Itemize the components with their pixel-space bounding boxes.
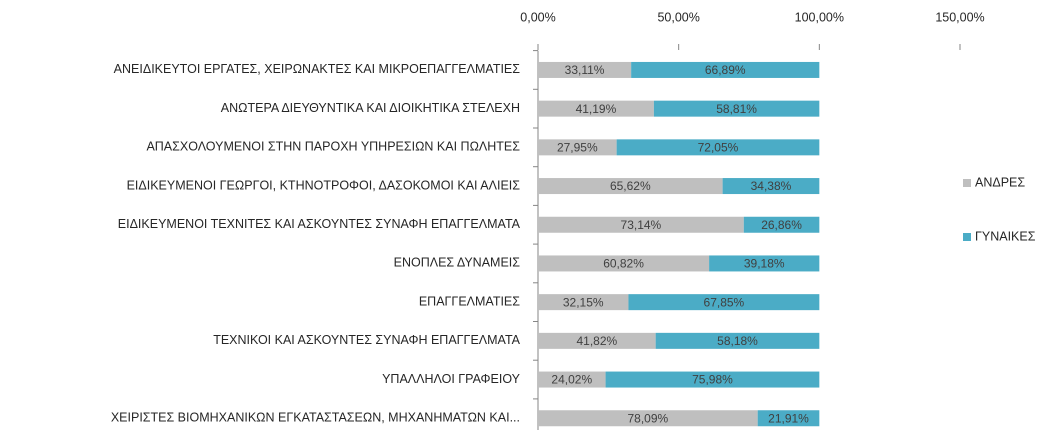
y-tick-label: ΑΝΩΤΕΡΑ ΔΙΕΥΘΥΝΤΙΚΑ ΚΑΙ ΔΙΟΙΚΗΤΙΚΑ ΣΤΕΛΕ…	[221, 101, 520, 115]
data-label: 33,11%	[565, 63, 605, 77]
bar-segment	[538, 61, 632, 78]
data-label: 24,02%	[551, 373, 592, 387]
legend-label: ΓΥΝΑΙΚΕΣ	[975, 229, 1036, 243]
data-label: 60,82%	[603, 257, 644, 271]
bar-segment	[538, 371, 606, 388]
data-label: 41,82%	[576, 334, 617, 348]
data-label: 34,38%	[751, 179, 792, 193]
y-tick-label: ΤΕΧΝΙΚΟΙ ΚΑΙ ΑΣΚΟΥΝΤΕΣ ΣΥΝΑΦΗ ΕΠΑΓΓΕΛΜΑΤ…	[213, 333, 520, 347]
bar-segment	[538, 216, 744, 233]
bar-segment	[538, 294, 629, 311]
legend-swatch	[963, 179, 971, 187]
data-label: 27,95%	[557, 141, 598, 155]
data-label: 21,91%	[768, 411, 809, 425]
x-tick-label: 100,00%	[795, 10, 844, 24]
x-tick-label: 0,00%	[520, 10, 555, 24]
bar-segment	[538, 255, 710, 272]
bar-segment	[538, 410, 758, 427]
data-label: 65,62%	[610, 179, 651, 193]
bar-segment	[709, 255, 820, 272]
y-tick-label: ΑΝΕΙΔΙΚΕΥΤΟΙ ΕΡΓΑΤΕΣ, ΧΕΙΡΩΝΑΚΤΕΣ ΚΑΙ ΜΙ…	[114, 62, 521, 76]
legend-label: ΑΝΔΡΕΣ	[975, 175, 1025, 189]
y-tick-label: ΧΕΙΡΙΣΤΕΣ ΒΙΟΜΗΧΑΝΙΚΩΝ ΕΓΚΑΤΑΣΤΑΣΕΩΝ, ΜΗ…	[111, 411, 520, 425]
data-label: 66,89%	[705, 63, 746, 77]
bar-segment	[743, 216, 820, 233]
data-label: 75,98%	[692, 373, 733, 387]
y-tick-label: ΑΠΑΣΧΟΛΟΥΜΕΝΟΙ ΣΤΗΝ ΠΑΡΟΧΗ ΥΠΗΡΕΣΙΩΝ ΚΑΙ…	[146, 140, 520, 154]
data-label: 41,19%	[576, 102, 617, 116]
bar-segment	[655, 332, 820, 349]
data-label: 73,14%	[621, 218, 662, 232]
y-tick-label: ΥΠΑΛΛΗΛΟΙ ΓΡΑΦΕΙΟΥ	[382, 372, 521, 386]
data-label: 32,15%	[563, 295, 604, 309]
bar-segment	[605, 371, 820, 388]
bar-segment	[538, 332, 656, 349]
bar-segment	[628, 294, 820, 311]
x-tick-label: 150,00%	[935, 10, 984, 24]
data-label: 78,09%	[627, 411, 668, 425]
bar-segment	[653, 100, 820, 117]
data-label: 58,18%	[717, 334, 758, 348]
bar-segment	[538, 100, 654, 117]
y-tick-label: ΕΝΟΠΛΕΣ ΔΥΝΑΜΕΙΣ	[394, 256, 521, 270]
data-label: 72,05%	[698, 141, 739, 155]
data-label: 26,86%	[761, 218, 802, 232]
x-tick-label: 50,00%	[657, 10, 699, 24]
y-tick-label: ΕΙΔΙΚΕΥΜΕΝΟΙ ΤΕΧΝΙΤΕΣ ΚΑΙ ΑΣΚΟΥΝΤΕΣ ΣΥΝΑ…	[118, 217, 521, 231]
data-label: 67,85%	[704, 295, 745, 309]
bar-segment	[722, 178, 820, 195]
bar-segment	[616, 139, 820, 156]
bar-segment	[757, 410, 820, 427]
data-label: 58,81%	[716, 102, 757, 116]
bar-segment	[538, 139, 617, 156]
y-tick-label: ΕΙΔΙΚΕΥΜΕΝΟΙ ΓΕΩΡΓΟΙ, ΚΤΗΝΟΤΡΟΦΟΙ, ΔΑΣΟΚ…	[127, 178, 521, 192]
data-label: 39,18%	[744, 257, 785, 271]
bar-segment	[538, 178, 723, 195]
bar-segment	[631, 61, 820, 78]
legend-swatch	[963, 233, 971, 241]
y-tick-label: ΕΠΑΓΓΕΛΜΑΤΙΕΣ	[419, 294, 520, 308]
